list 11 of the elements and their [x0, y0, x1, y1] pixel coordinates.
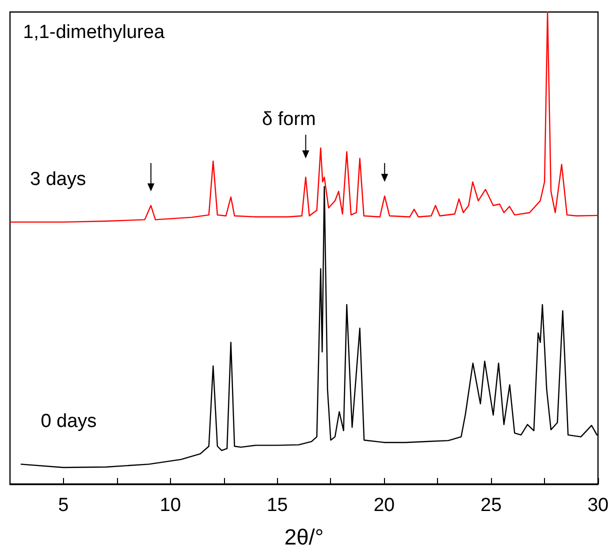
series-label: 3 days	[30, 169, 86, 190]
series-label: 0 days	[40, 411, 97, 432]
x-tick-label: 10	[160, 495, 181, 516]
x-axis-title: 2θ/°	[284, 524, 324, 550]
x-tick-label: 20	[374, 495, 395, 516]
annotation: δ form	[262, 109, 316, 130]
x-tick-label: 15	[266, 495, 288, 516]
x-tick-label: 30	[587, 495, 609, 516]
text: 1,1-dimethylurea	[23, 22, 165, 43]
x-tick-label: 25	[480, 495, 502, 516]
x-tick-label: 5	[58, 495, 69, 516]
